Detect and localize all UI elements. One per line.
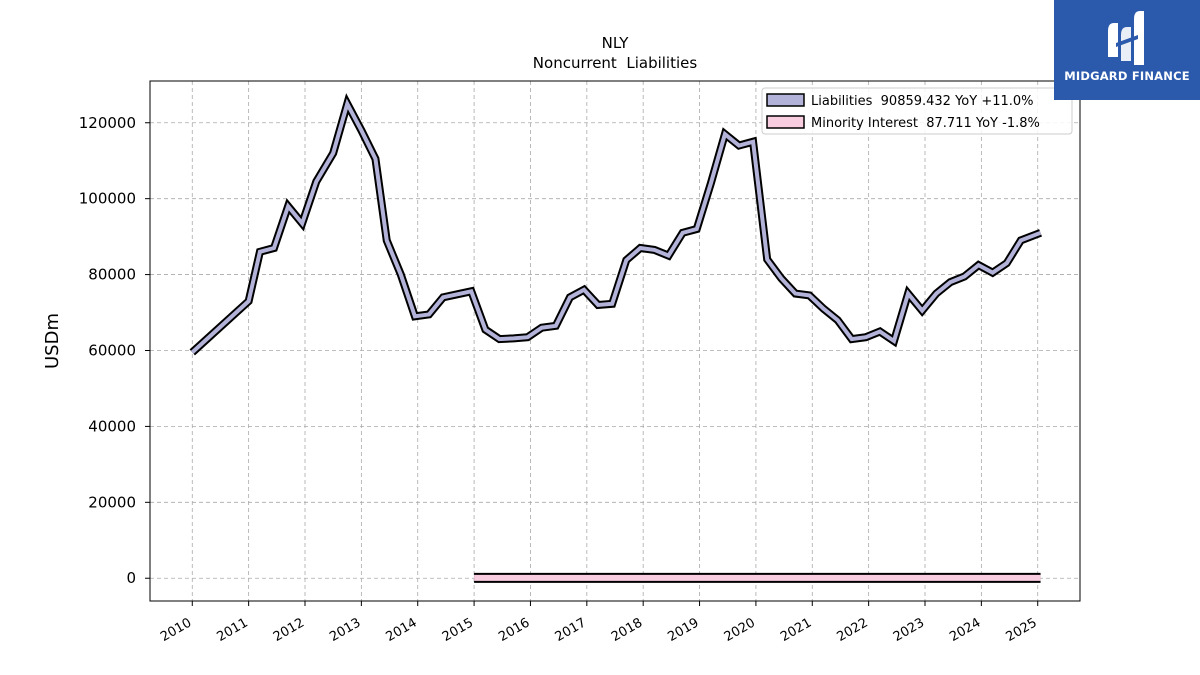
legend-frame [761,87,1073,135]
y-tick-label: 100000 [79,190,136,208]
x-tick-label: 2017 [553,615,589,645]
y-tick-label: 20000 [88,493,136,511]
x-tick-label: 2022 [834,615,870,645]
y-axis-ticks: 0 20000 40000 60000 80000 100000 120000 [79,114,150,587]
x-tick-label: 2013 [327,615,363,645]
midgard-logo-mark-icon [1108,11,1144,65]
x-tick-label: 2014 [384,615,420,645]
y-tick-label: 80000 [88,266,136,284]
y-tick-label: 120000 [79,114,136,132]
legend-label-minority-interest: Minority Interest 87.711 YoY -1.8% [811,116,1040,131]
logo-text: MIDGARD FINANCE [1064,69,1190,83]
x-tick-label: 2011 [214,615,250,645]
legend-swatch-liabilities [766,93,805,107]
x-tick-label: 2020 [722,615,758,645]
x-tick-label: 2012 [271,615,307,645]
y-tick-label: 0 [126,569,136,587]
x-tick-label: 2016 [496,615,532,645]
midgard-finance-logo: MIDGARD FINANCE [1054,0,1200,100]
x-tick-label: 2015 [440,615,476,645]
series-outline-liabilities [189,93,1042,356]
x-tick-label: 2025 [1004,615,1040,645]
legend: Liabilities 90859.432 YoY +11.0% Minorit… [761,87,1073,135]
y-tick-label: 60000 [88,341,136,359]
y-axis-label: USDm [42,313,63,369]
legend-label-liabilities: Liabilities 90859.432 YoY +11.0% [811,94,1034,109]
legend-swatch-minority-interest [766,115,805,129]
x-tick-label: 2021 [778,615,814,645]
chart-subtitle: Noncurrent Liabilities [533,54,698,72]
series-line-liabilities [190,98,1042,354]
x-axis-ticks: 2010 2011 2012 2013 2014 2015 2016 2017 2018 2019… [158,601,1040,645]
x-tick-label: 2023 [891,615,927,645]
y-tick-label: 40000 [88,417,136,435]
grid [150,81,1080,601]
x-tick-label: 2018 [609,615,645,645]
x-tick-label: 2024 [947,615,983,645]
series-layer [189,93,1042,583]
x-tick-label: 2010 [158,615,194,645]
x-tick-label: 2019 [665,615,701,645]
chart-title: NLY [602,34,630,52]
plot-frame [149,80,1081,602]
